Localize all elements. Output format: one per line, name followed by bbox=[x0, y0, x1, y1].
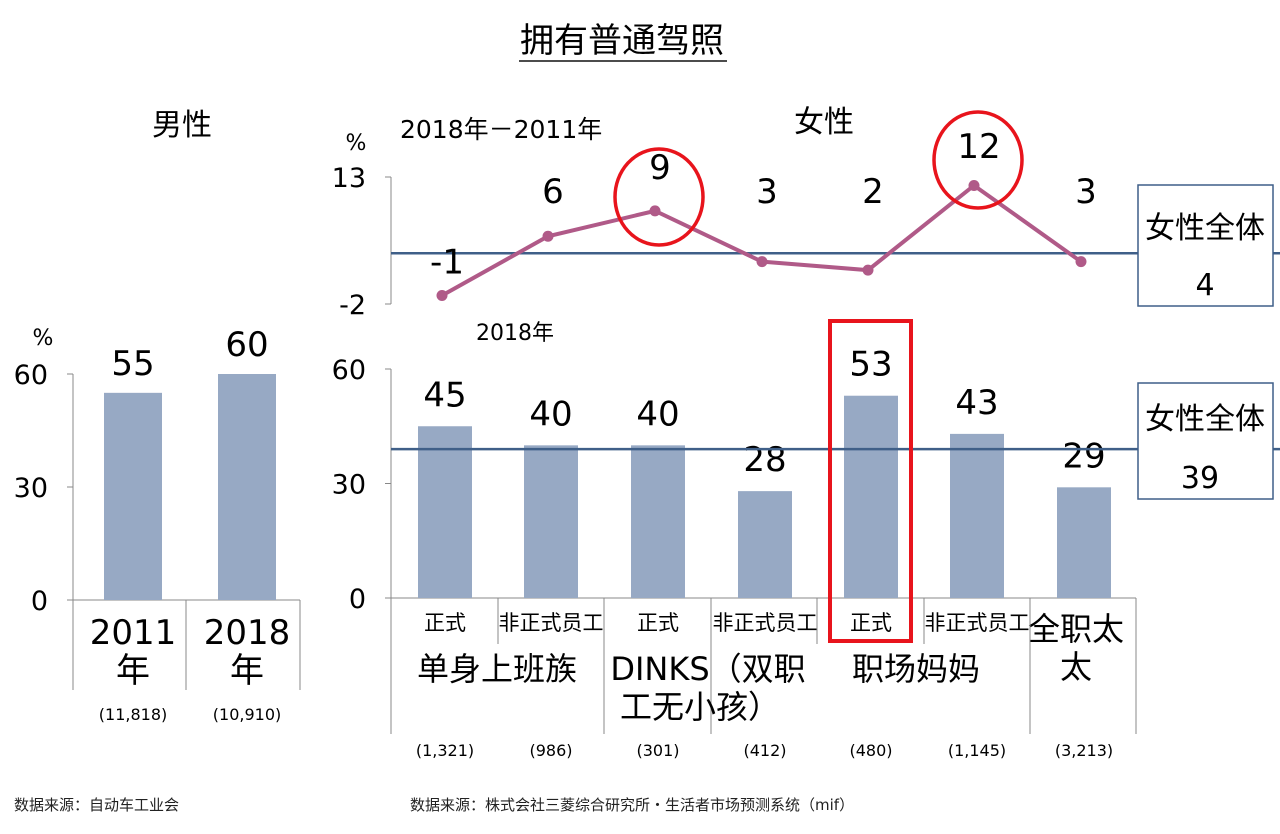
female-bar bbox=[524, 445, 578, 598]
male-category-suffix: 年 bbox=[116, 651, 150, 691]
highlight-box bbox=[828, 319, 913, 643]
line-point-value-label: 6 bbox=[542, 172, 564, 212]
female-y-tick-label: 0 bbox=[349, 584, 366, 615]
female-reference-box bbox=[1137, 382, 1274, 500]
female-sample-size: (3,213) bbox=[1055, 741, 1113, 760]
line-point bbox=[756, 256, 768, 268]
female-y-tick-label: 30 bbox=[332, 470, 366, 501]
line-point bbox=[542, 230, 554, 242]
male-sample-size: (11,818) bbox=[99, 705, 167, 724]
line-y-tick-label: 13 bbox=[332, 163, 366, 194]
line-point bbox=[649, 205, 661, 217]
female-bar-value-label: 28 bbox=[743, 440, 786, 480]
female-subcategory-label: 正式 bbox=[424, 611, 466, 635]
line-point-value-label: 3 bbox=[756, 172, 778, 212]
female-bar-value-label: 45 bbox=[423, 375, 466, 415]
female-sample-size: (1,145) bbox=[948, 741, 1006, 760]
line-reference-value: 4 bbox=[1195, 268, 1214, 303]
female-group-label: 职场妈妈 bbox=[852, 650, 980, 688]
female-bar bbox=[1057, 487, 1111, 598]
male-y-tick-label: 60 bbox=[14, 360, 48, 391]
male-bar-value-label: 55 bbox=[111, 344, 154, 384]
line-point-value-label: 12 bbox=[957, 127, 1000, 167]
female-subcategory-label: 非正式员工 bbox=[925, 611, 1030, 635]
line-point-value-label: 2 bbox=[862, 172, 884, 212]
female-reference-label: 女性全体 bbox=[1145, 402, 1265, 437]
female-group-label: DINKS（双职 bbox=[610, 650, 805, 688]
line-y-tick-label: -2 bbox=[339, 290, 366, 321]
male-bar-value-label: 60 bbox=[225, 325, 268, 365]
female-panel-title: 女性 bbox=[794, 105, 854, 140]
male-bar bbox=[218, 374, 276, 600]
line-point bbox=[1075, 256, 1087, 268]
female-reference-value: 39 bbox=[1181, 461, 1219, 496]
female-bar-series-label: 2018年 bbox=[476, 321, 554, 346]
female-group-label: 单身上班族 bbox=[417, 650, 577, 688]
line-point bbox=[862, 264, 874, 276]
female-bar bbox=[631, 445, 685, 598]
male-unit-label: % bbox=[33, 326, 54, 351]
female-change-panel: 女性 2018年－2011年% -2 13 -1 6 9 3 2 12 3 女性全体 4 bbox=[332, 105, 1280, 321]
female-bar-value-label: 29 bbox=[1062, 436, 1105, 476]
female-2018-panel: 2018年 0 30 60 45 正式 (1,321) 40 非正式员工 (986) 40 正式 (30… bbox=[332, 319, 1280, 760]
female-subcategory-label: 非正式员工 bbox=[499, 611, 604, 635]
female-bar-value-label: 40 bbox=[529, 394, 572, 434]
female-category-label: 太 bbox=[1060, 648, 1092, 686]
male-category-suffix: 年 bbox=[230, 651, 264, 691]
male-category-year: 2018 bbox=[204, 613, 291, 653]
male-y-tick-label: 30 bbox=[14, 473, 48, 504]
line-point-value-label: 3 bbox=[1075, 172, 1097, 212]
female-sample-size: (1,321) bbox=[416, 741, 474, 760]
male-source-note: 数据来源：自动车工业会 bbox=[14, 796, 180, 814]
female-bar-value-label: 53 bbox=[849, 345, 892, 385]
line-unit-label: % bbox=[346, 131, 367, 156]
female-source-note: 数据来源：株式会社三菱综合研究所・生活者市场预测系统（mif） bbox=[410, 796, 855, 814]
male-category-year: 2011 bbox=[90, 613, 177, 653]
female-subcategory-label: 正式 bbox=[637, 611, 679, 635]
female-sample-size: (480) bbox=[849, 741, 892, 760]
male-panel-title: 男性 bbox=[152, 108, 212, 143]
line-series-label: 2018年－2011年 bbox=[400, 115, 602, 144]
female-bar-value-label: 43 bbox=[955, 383, 998, 423]
female-bar bbox=[950, 433, 1004, 598]
line-reference-box bbox=[1137, 184, 1274, 307]
female-bar bbox=[844, 395, 898, 598]
highlight-circle bbox=[932, 110, 1024, 210]
female-bar bbox=[418, 426, 472, 598]
female-sample-size: (986) bbox=[529, 741, 572, 760]
line-point bbox=[436, 290, 448, 302]
highlight-circle bbox=[613, 147, 705, 247]
male-sample-size: (10,910) bbox=[213, 705, 281, 724]
line-point-value-label: -1 bbox=[430, 243, 464, 283]
line-point-value-label: 9 bbox=[649, 148, 671, 188]
female-bar-value-label: 40 bbox=[636, 394, 679, 434]
female-bar bbox=[738, 491, 792, 598]
female-sample-size: (301) bbox=[636, 741, 679, 760]
female-subcategory-label: 非正式员工 bbox=[713, 611, 818, 635]
female-category-label: 全职太 bbox=[1028, 610, 1124, 648]
line-point bbox=[968, 179, 980, 191]
male-bar bbox=[104, 392, 162, 600]
line-reference-label: 女性全体 bbox=[1145, 211, 1265, 246]
female-group-label: 工无小孩） bbox=[620, 688, 780, 726]
chart-title: 拥有普通驾照 bbox=[520, 21, 724, 61]
female-y-tick-label: 60 bbox=[332, 355, 366, 386]
female-subcategory-label: 正式 bbox=[850, 611, 892, 635]
male-y-tick-label: 0 bbox=[31, 586, 48, 617]
female-sample-size: (412) bbox=[743, 741, 786, 760]
